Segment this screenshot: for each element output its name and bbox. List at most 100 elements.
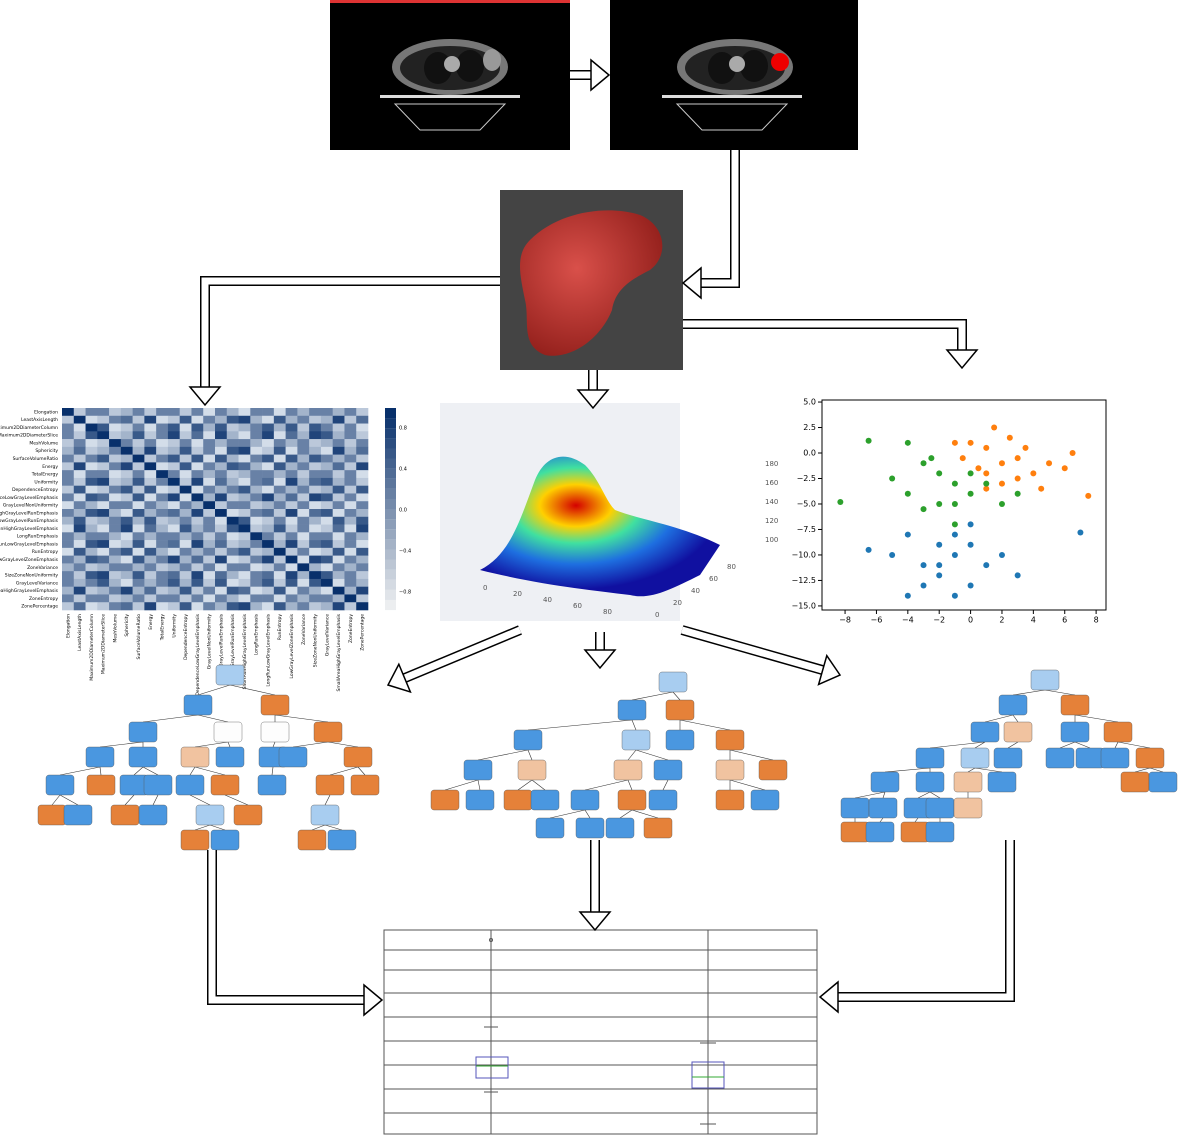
heatmap-cell <box>203 571 216 580</box>
heatmap-cell <box>62 540 75 549</box>
heatmap-cell <box>332 446 345 455</box>
heatmap-cell <box>332 509 345 518</box>
x-tick-label: 4 <box>1031 616 1036 625</box>
heatmap-cell <box>120 408 133 417</box>
heatmap-cell <box>344 540 357 549</box>
heatmap-cell <box>344 501 357 510</box>
heatmap-cell <box>73 462 86 471</box>
heatmap-cell <box>215 470 228 479</box>
heatmap-cell <box>320 555 333 564</box>
heatmap-cell <box>297 454 310 463</box>
tree-node <box>195 804 225 826</box>
tree-node <box>987 771 1017 793</box>
heatmap-cell <box>120 477 133 486</box>
heatmap-cell <box>179 501 192 510</box>
heatmap-cell <box>132 578 145 587</box>
tree-node <box>570 789 600 811</box>
heatmap-cell <box>297 594 310 603</box>
colorbar-step <box>385 428 396 439</box>
tree-node <box>750 789 780 811</box>
colorbar-label: −0.4 <box>399 549 411 555</box>
heatmap-cell <box>356 415 369 424</box>
heatmap-cell <box>144 516 157 525</box>
heatmap-cell <box>62 485 75 494</box>
heatmap-cell <box>285 485 298 494</box>
heatmap-cell <box>73 571 86 580</box>
heatmap-cell <box>191 578 204 587</box>
arrow-shaft <box>208 850 365 1004</box>
tree-edge <box>662 779 669 791</box>
tree-edge <box>884 767 931 773</box>
tree-node <box>327 829 357 851</box>
heatmap-cell <box>309 555 322 564</box>
heatmap-cell <box>167 415 180 424</box>
heatmap-cell <box>297 477 310 486</box>
tree-edge <box>194 824 211 831</box>
heatmap-cell <box>356 578 369 587</box>
heatmap-cell <box>215 532 228 541</box>
heatmap-cell <box>109 477 122 486</box>
heatmap-cell <box>262 509 275 518</box>
point <box>967 439 974 446</box>
heatmap-cell <box>73 454 86 463</box>
heatmap-cell <box>97 563 110 572</box>
column-label: ShortRunHighGrayLevelEmphasis <box>242 613 248 689</box>
tree-edge <box>209 824 226 831</box>
heatmap-cell <box>97 586 110 595</box>
heatmap-cell <box>238 431 251 440</box>
tree-node <box>915 747 945 769</box>
heatmap-cell <box>226 485 239 494</box>
heatmap-cell <box>309 571 322 580</box>
heatmap-cell <box>356 477 369 486</box>
heatmap-cell <box>273 423 286 432</box>
heatmap-cell <box>120 493 133 502</box>
y-tick-label: 60 <box>709 575 718 583</box>
heatmap-cell <box>344 446 357 455</box>
point <box>1014 475 1021 482</box>
colorbar-step <box>385 549 396 560</box>
heatmap-cell <box>320 423 333 432</box>
heatmap-cell <box>109 493 122 502</box>
heatmap-cell <box>356 547 369 556</box>
row-label: TotalEnergy <box>31 472 59 478</box>
point <box>889 475 896 482</box>
row-label: Maximum2DDiameterSlice <box>0 433 58 439</box>
tree-node <box>310 804 340 826</box>
heatmap-cell <box>97 446 110 455</box>
heatmap-cell <box>344 462 357 471</box>
tree-edge <box>189 766 196 776</box>
heatmap-cell <box>120 501 133 510</box>
tree-edge <box>917 791 931 799</box>
column-label: ZonePercentage <box>360 614 366 651</box>
tree-edge <box>729 749 774 761</box>
arrow-head <box>576 389 610 410</box>
tree-edge <box>477 779 481 791</box>
heatmap-cell <box>332 493 345 502</box>
tree-edge <box>194 741 229 748</box>
heatmap-cell <box>203 485 216 494</box>
z-tick-label: 140 <box>765 498 778 506</box>
heatmap-cell <box>262 602 275 611</box>
heatmap-cell <box>250 547 263 556</box>
tree-node <box>870 771 900 793</box>
heatmap-cell <box>203 423 216 432</box>
heatmap-cell <box>109 571 122 580</box>
tree-edge <box>527 749 533 761</box>
heatmap-cell <box>320 454 333 463</box>
heatmap-cell <box>73 415 86 424</box>
point <box>951 500 958 507</box>
row-label: HighGrayLevelRunEmphasis <box>0 510 59 516</box>
row-label: SmallDependenceLowGrayLevelEmphasis <box>0 495 59 501</box>
heatmap-cell <box>179 509 192 518</box>
heatmap-cell <box>226 586 239 595</box>
heatmap-cell <box>297 532 310 541</box>
tree-node <box>925 797 955 819</box>
heatmap-cell <box>273 446 286 455</box>
heatmap-cell <box>144 415 157 424</box>
point <box>959 455 966 462</box>
heatmap-cell <box>332 470 345 479</box>
heatmap-cell <box>320 594 333 603</box>
heatmap-cell <box>73 439 86 448</box>
heatmap-cell <box>132 555 145 564</box>
heatmap-cell <box>297 462 310 471</box>
